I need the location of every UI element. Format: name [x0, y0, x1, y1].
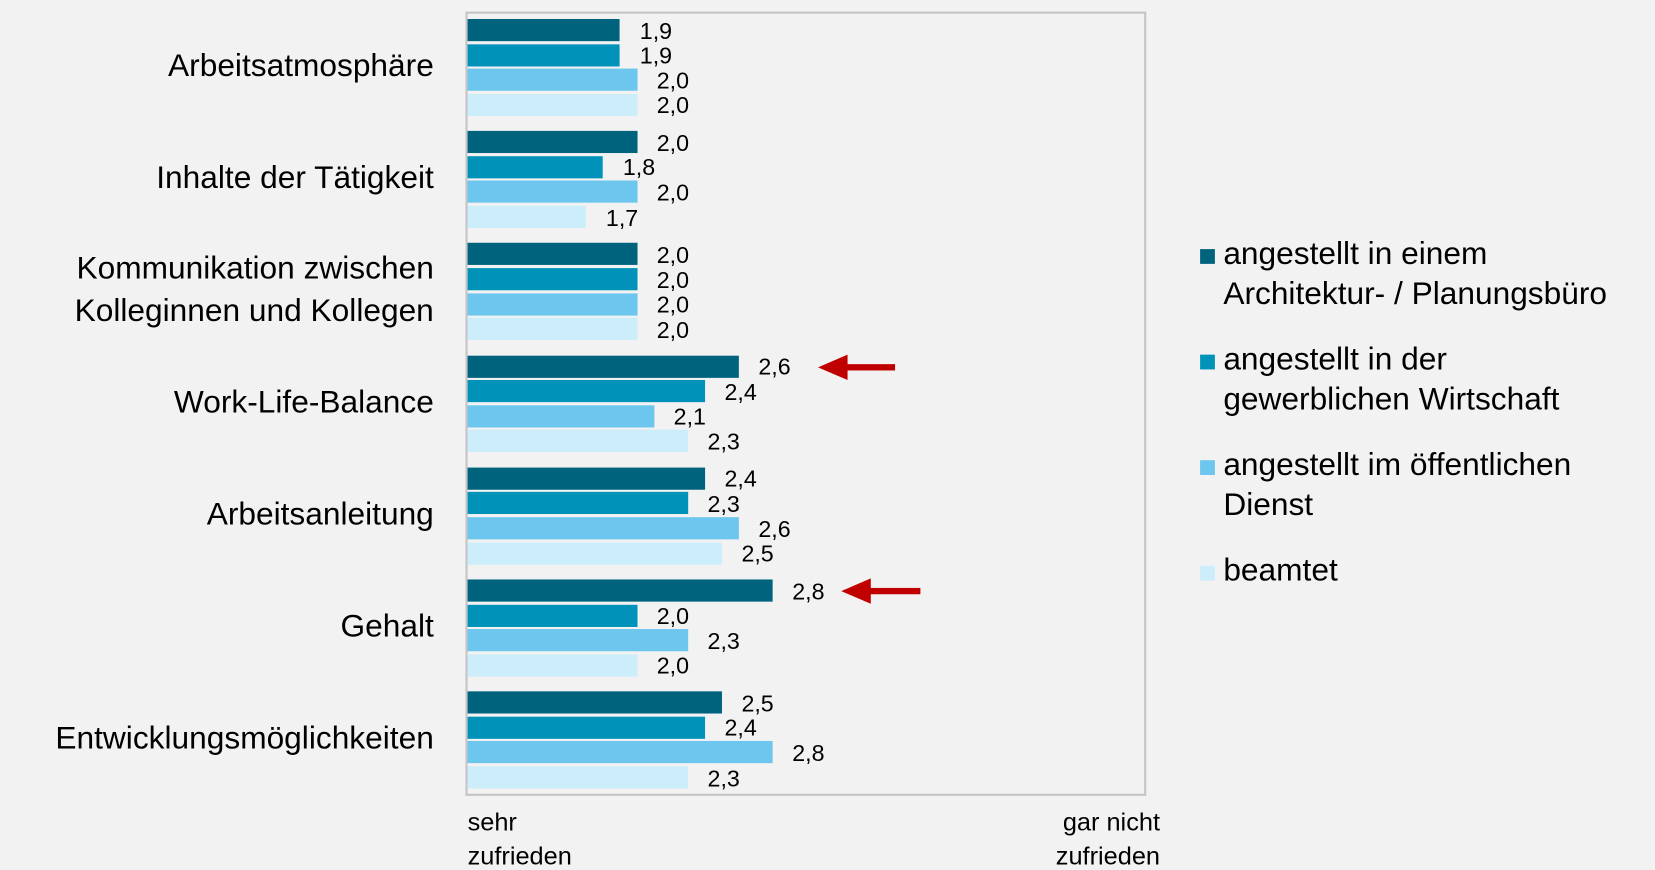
value-label: 2,4	[724, 465, 757, 493]
bar	[467, 579, 773, 602]
arrow	[841, 578, 921, 604]
value-label: 2,3	[707, 428, 740, 455]
bar	[467, 629, 688, 652]
value-label: 2,0	[656, 129, 690, 156]
category-label: Work-Life-Balance	[173, 384, 434, 420]
value-label: 2,4	[724, 378, 757, 405]
legend-swatch	[1200, 565, 1215, 581]
value-label: 2,8	[792, 577, 825, 605]
category-label: Arbeitsanleitung	[206, 496, 434, 532]
bar	[467, 18, 621, 42]
bar	[467, 405, 654, 428]
category-label: Gehalt	[340, 609, 434, 644]
bar	[467, 317, 637, 341]
legend-label: angestellt in einem Architektur- / Planu…	[1223, 236, 1608, 312]
value-label: 2,3	[707, 764, 740, 792]
value-label: 2,6	[758, 515, 791, 542]
bar	[467, 430, 688, 453]
value-label: 2,3	[707, 627, 740, 655]
bar	[467, 517, 739, 540]
value-label: 2,5	[741, 540, 774, 567]
value-label: 2,0	[656, 92, 690, 119]
bar	[467, 243, 637, 266]
bar	[467, 93, 637, 116]
value-label: 2,5	[741, 689, 774, 717]
value-label: 2,1	[673, 403, 706, 430]
value-label: 2,6	[758, 353, 791, 381]
legend-swatch	[1200, 249, 1215, 264]
value-label: 2,0	[656, 266, 690, 293]
bar	[467, 691, 722, 714]
bar	[467, 654, 637, 677]
value-label: 2,0	[656, 67, 690, 94]
bar	[467, 355, 739, 378]
bar	[467, 766, 688, 789]
plot-frame	[465, 11, 1147, 796]
bar	[467, 68, 637, 91]
category-label: Kommunikation zwischen Kolleginnen und K…	[74, 251, 434, 329]
category-label: Entwicklungsmöglichkeiten	[55, 721, 434, 756]
bar	[467, 716, 705, 739]
bar	[467, 293, 637, 316]
value-label: 2,0	[656, 241, 690, 268]
bar	[467, 380, 705, 403]
value-label: 2,0	[656, 602, 690, 630]
value-label: 2,4	[724, 714, 757, 742]
value-label: 1,9	[639, 17, 673, 44]
x-max-label: gar nicht zufrieden	[1055, 808, 1160, 870]
legend-label: angestellt in der gewerblichen Wirtschaf…	[1223, 341, 1560, 417]
bar	[467, 131, 637, 154]
value-label: 2,0	[656, 179, 690, 206]
legend-label: beamtet	[1223, 553, 1338, 588]
value-label: 2,0	[656, 652, 690, 679]
value-label: 1,9	[639, 42, 673, 69]
bar	[467, 180, 637, 204]
x-min-label: sehr zufrieden	[467, 808, 572, 870]
value-label: 2,3	[707, 490, 740, 518]
category-label: Arbeitsatmosphäre	[168, 48, 434, 84]
value-label: 1,7	[605, 204, 639, 231]
bar	[467, 268, 637, 291]
legend-swatch	[1200, 354, 1215, 370]
legend-label: angestellt im öffentlichen Dienst	[1223, 447, 1572, 523]
bar	[467, 467, 705, 490]
bar	[467, 205, 587, 228]
category-label: Inhalte der Tätigkeit	[156, 160, 434, 196]
value-label: 2,0	[656, 316, 690, 343]
arrow	[818, 354, 896, 380]
value-label: 1,8	[622, 154, 656, 181]
value-label: 2,8	[792, 739, 825, 767]
legend-swatch	[1200, 460, 1215, 475]
bar	[467, 604, 637, 627]
bar	[467, 492, 688, 515]
value-label: 2,0	[656, 291, 690, 318]
bar	[467, 542, 722, 565]
bar	[467, 741, 773, 764]
bar	[467, 155, 604, 179]
bar	[467, 43, 621, 67]
